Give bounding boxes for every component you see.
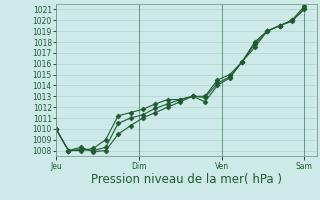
X-axis label: Pression niveau de la mer( hPa ): Pression niveau de la mer( hPa ) xyxy=(91,173,282,186)
